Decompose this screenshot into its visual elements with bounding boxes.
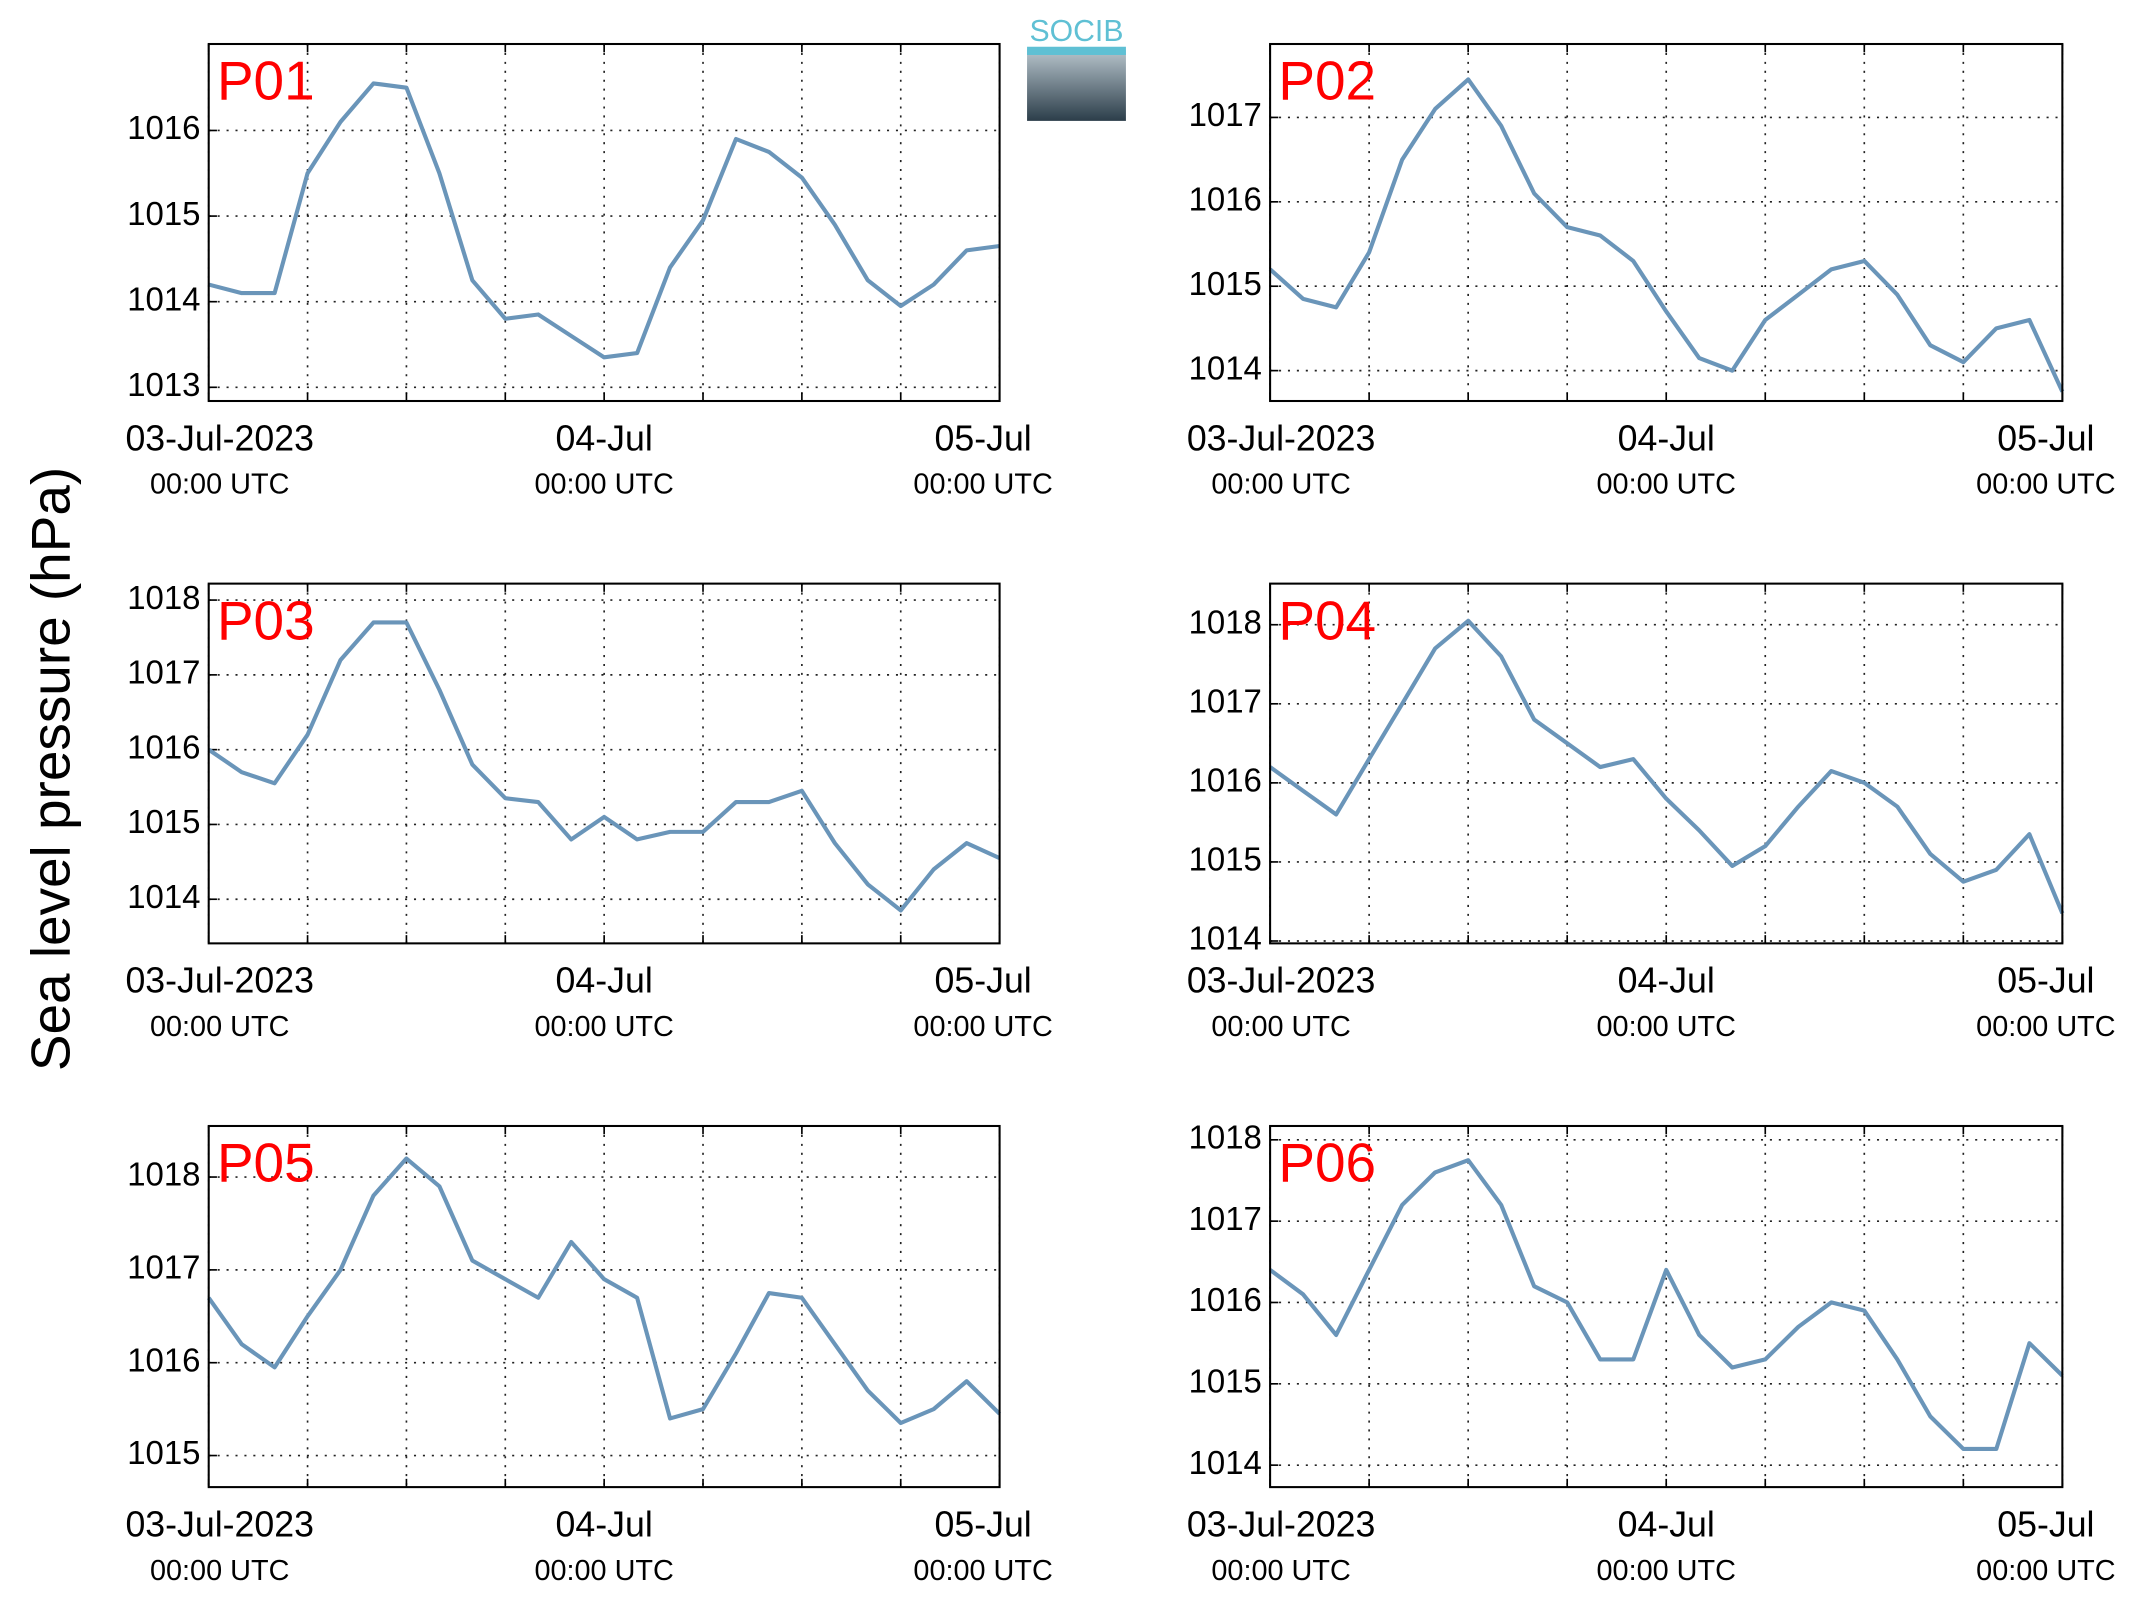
- panel: 1014 1015 1016 1017 1018 03-Jul-2023 00:00 UTC…: [125, 579, 1052, 1043]
- x-tick-label: 04-Jul: [1618, 1504, 1715, 1544]
- y-tick-label: 1017: [1189, 96, 1262, 133]
- data-line: [1268, 77, 2065, 393]
- plot-frame: [207, 582, 1001, 945]
- x-tick-sublabel: 00:00 UTC: [1211, 1011, 1350, 1043]
- x-tick-label: 05-Jul: [935, 1504, 1032, 1544]
- x-tick-sublabel: 00:00 UTC: [1597, 1555, 1736, 1587]
- y-tick-label: 1016: [1189, 1281, 1262, 1318]
- panel: 1014 1015 1016 1017 1018 03-Jul-2023 00:00 UTC…: [1187, 582, 2116, 1043]
- plot-frame: [207, 42, 1001, 403]
- y-tick-label: 1015: [1189, 1363, 1262, 1400]
- y-tick-label: 1014: [127, 878, 200, 915]
- x-tick-label: 04-Jul: [1618, 418, 1715, 458]
- panel: 1014 1015 1016 1017 03-Jul-2023 00:00 UTC 04-J…: [1187, 42, 2116, 501]
- y-tick-label: 1014: [1189, 920, 1262, 957]
- x-tick-label: 03-Jul-2023: [1187, 418, 1375, 458]
- y-tick-label: 1015: [127, 1434, 200, 1471]
- y-tick-label: 1018: [127, 1156, 200, 1193]
- x-tick-label: 04-Jul: [556, 418, 653, 458]
- x-tick-label: 05-Jul: [935, 961, 1032, 1001]
- data-line: [1268, 618, 2065, 915]
- panel: 1013 1014 1015 1016 03-Jul-2023 00:00 UTC 04-J…: [125, 42, 1053, 501]
- x-tick-sublabel: 00:00 UTC: [1597, 1011, 1736, 1043]
- y-tick-label: 1016: [1189, 181, 1262, 218]
- x-tick-sublabel: 00:00 UTC: [150, 469, 289, 501]
- x-tick-label: 03-Jul-2023: [1187, 961, 1375, 1001]
- y-tick-label: 1017: [127, 654, 200, 691]
- x-tick-label: 04-Jul: [556, 961, 653, 1001]
- x-tick-label: 04-Jul: [556, 1504, 653, 1544]
- x-tick-sublabel: 00:00 UTC: [534, 1011, 673, 1043]
- x-tick-sublabel: 00:00 UTC: [913, 1555, 1052, 1587]
- x-tick-label: 03-Jul-2023: [1187, 1504, 1375, 1544]
- x-tick-label: 04-Jul: [1618, 961, 1715, 1001]
- y-tick-label: 1017: [1189, 1200, 1262, 1237]
- plot-frame: [1269, 582, 2064, 945]
- x-tick-sublabel: 00:00 UTC: [1976, 469, 2115, 501]
- panel-title: P04: [1278, 589, 1376, 651]
- x-tick-sublabel: 00:00 UTC: [913, 1011, 1052, 1043]
- y-tick-label: 1018: [1189, 1119, 1262, 1156]
- x-tick-label: 03-Jul-2023: [125, 1504, 313, 1544]
- x-tick-sublabel: 00:00 UTC: [534, 1555, 673, 1587]
- x-tick-label: 03-Jul-2023: [125, 961, 313, 1001]
- panel-title: P05: [217, 1132, 315, 1194]
- y-tick-label: 1014: [1189, 349, 1262, 386]
- y-tick-label: 1015: [1189, 841, 1262, 878]
- plot-frame: [207, 1124, 1001, 1489]
- panel-title: P02: [1278, 50, 1376, 112]
- y-axis-label: Sea level pressure (hPa): [19, 467, 81, 1071]
- logo: SOCIB: [1027, 15, 1126, 121]
- y-tick-label: 1015: [1189, 265, 1262, 302]
- x-tick-sublabel: 00:00 UTC: [1211, 1555, 1350, 1587]
- x-tick-sublabel: 00:00 UTC: [150, 1555, 289, 1587]
- logo-box: [1027, 49, 1126, 121]
- panel: 1014 1015 1016 1017 1018 03-Jul-2023 00:00 UTC…: [1187, 1119, 2116, 1587]
- x-tick-label: 05-Jul: [1997, 418, 2094, 458]
- x-tick-sublabel: 00:00 UTC: [534, 469, 673, 501]
- y-tick-label: 1016: [127, 728, 200, 765]
- y-tick-label: 1017: [1189, 683, 1262, 720]
- plot-frame: [1269, 42, 2064, 403]
- x-tick-sublabel: 00:00 UTC: [913, 469, 1052, 501]
- y-tick-label: 1018: [127, 579, 200, 616]
- y-tick-label: 1016: [1189, 762, 1262, 799]
- y-tick-label: 1016: [127, 109, 200, 146]
- logo-text: SOCIB: [1030, 15, 1124, 48]
- y-tick-label: 1013: [127, 366, 200, 403]
- data-line: [207, 1156, 1002, 1426]
- data-line: [208, 81, 1000, 360]
- panel: 1015 1016 1017 1018 03-Jul-2023 00:00 UTC 04-J…: [125, 1124, 1053, 1587]
- y-tick-label: 1014: [127, 280, 200, 317]
- y-tick-label: 1015: [127, 195, 200, 232]
- panel-title: P01: [217, 50, 315, 112]
- x-tick-label: 05-Jul: [1997, 961, 2094, 1001]
- y-tick-label: 1014: [1189, 1444, 1262, 1481]
- x-tick-label: 05-Jul: [935, 418, 1032, 458]
- data-line: [1268, 1158, 2064, 1451]
- x-tick-sublabel: 00:00 UTC: [1976, 1555, 2115, 1587]
- panel-title: P03: [217, 589, 315, 651]
- x-tick-sublabel: 00:00 UTC: [1211, 469, 1350, 501]
- y-tick-label: 1018: [1189, 603, 1262, 640]
- x-tick-sublabel: 00:00 UTC: [1976, 1011, 2115, 1043]
- y-tick-label: 1015: [127, 803, 200, 840]
- plot-frame: [1269, 1124, 2064, 1489]
- panel-title: P06: [1278, 1132, 1376, 1194]
- x-tick-label: 03-Jul-2023: [125, 418, 313, 458]
- y-tick-label: 1016: [127, 1341, 200, 1378]
- y-tick-label: 1017: [127, 1249, 200, 1286]
- data-line: [207, 620, 1001, 913]
- x-tick-sublabel: 00:00 UTC: [150, 1011, 289, 1043]
- x-tick-label: 05-Jul: [1997, 1504, 2094, 1544]
- logo-wave: [1027, 46, 1126, 55]
- x-tick-sublabel: 00:00 UTC: [1597, 469, 1736, 501]
